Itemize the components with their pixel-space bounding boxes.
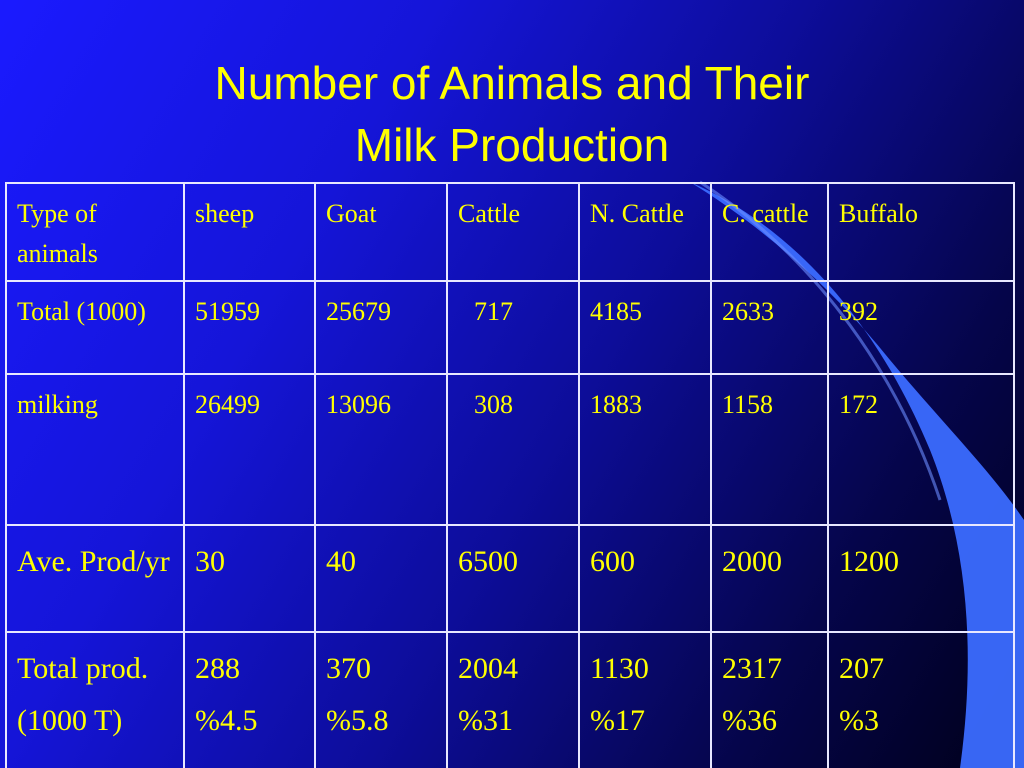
- header-cell: Goat: [314, 182, 448, 282]
- table-cell: 2000: [710, 524, 829, 633]
- table-cell: 51959: [183, 280, 316, 375]
- table-row: Total (1000) 51959 25679 717 4185 2633 3…: [5, 280, 1015, 375]
- table-cell: 207 %3: [827, 631, 1015, 768]
- table-row: milking 26499 13096 308 1883 1158 172: [5, 373, 1015, 526]
- table-cell: 1883: [578, 373, 712, 526]
- cell-value: 288: [195, 652, 240, 685]
- table-cell: 172: [827, 373, 1015, 526]
- table-cell: 392: [827, 280, 1015, 375]
- row-label: Total (1000): [5, 280, 185, 375]
- cell-percent: %5.8: [326, 704, 389, 737]
- header-cell: Cattle: [446, 182, 580, 282]
- row-label: Total prod. (1000 T): [5, 631, 185, 768]
- table-cell: 30: [183, 524, 316, 633]
- header-cell: Buffalo: [827, 182, 1015, 282]
- table-cell: 2004 %31: [446, 631, 580, 768]
- cell-percent: %36: [722, 704, 777, 737]
- table-row: Total prod. (1000 T) 288 %4.5 370 %5.8 2…: [5, 631, 1015, 768]
- cell-percent: %4.5: [195, 704, 258, 737]
- slide-title-line-1: Number of Animals and Their: [214, 57, 810, 109]
- table-cell: 2633: [710, 280, 829, 375]
- table-cell: 1158: [710, 373, 829, 526]
- cell-value: 2317: [722, 652, 782, 685]
- table-cell: 288 %4.5: [183, 631, 316, 768]
- table-cell: 717: [446, 280, 580, 375]
- table-cell: 1130 %17: [578, 631, 712, 768]
- cell-value: 2004: [458, 652, 518, 685]
- table-cell: 26499: [183, 373, 316, 526]
- row-label: milking: [5, 373, 185, 526]
- table-cell: 25679: [314, 280, 448, 375]
- table-cell: 2317 %36: [710, 631, 829, 768]
- table-cell: 600: [578, 524, 712, 633]
- table-cell: 13096: [314, 373, 448, 526]
- table-cell: 4185: [578, 280, 712, 375]
- table-cell: 40: [314, 524, 448, 633]
- table-cell: 308: [446, 373, 580, 526]
- table-cell: 6500: [446, 524, 580, 633]
- milk-production-table: Type of animals sheep Goat Cattle N. Cat…: [5, 182, 1015, 768]
- table-cell: 1200: [827, 524, 1015, 633]
- header-cell: N. Cattle: [578, 182, 712, 282]
- header-cell: Type of animals: [5, 182, 185, 282]
- header-cell: C. cattle: [710, 182, 829, 282]
- cell-value: 1130: [590, 652, 649, 685]
- table-cell: 370 %5.8: [314, 631, 448, 768]
- cell-percent: %31: [458, 704, 513, 737]
- slide-title-line-2: Milk Production: [354, 119, 670, 171]
- cell-percent: %3: [839, 704, 879, 737]
- table-row: Ave. Prod/yr 30 40 6500 600 2000 1200: [5, 524, 1015, 633]
- cell-percent: %17: [590, 704, 645, 737]
- header-row: Type of animals sheep Goat Cattle N. Cat…: [5, 182, 1015, 282]
- slide-title: Number of Animals and Their Milk Product…: [0, 52, 1024, 176]
- cell-value: 207: [839, 652, 884, 685]
- header-cell: sheep: [183, 182, 316, 282]
- cell-value: 370: [326, 652, 371, 685]
- row-label: Ave. Prod/yr: [5, 524, 185, 633]
